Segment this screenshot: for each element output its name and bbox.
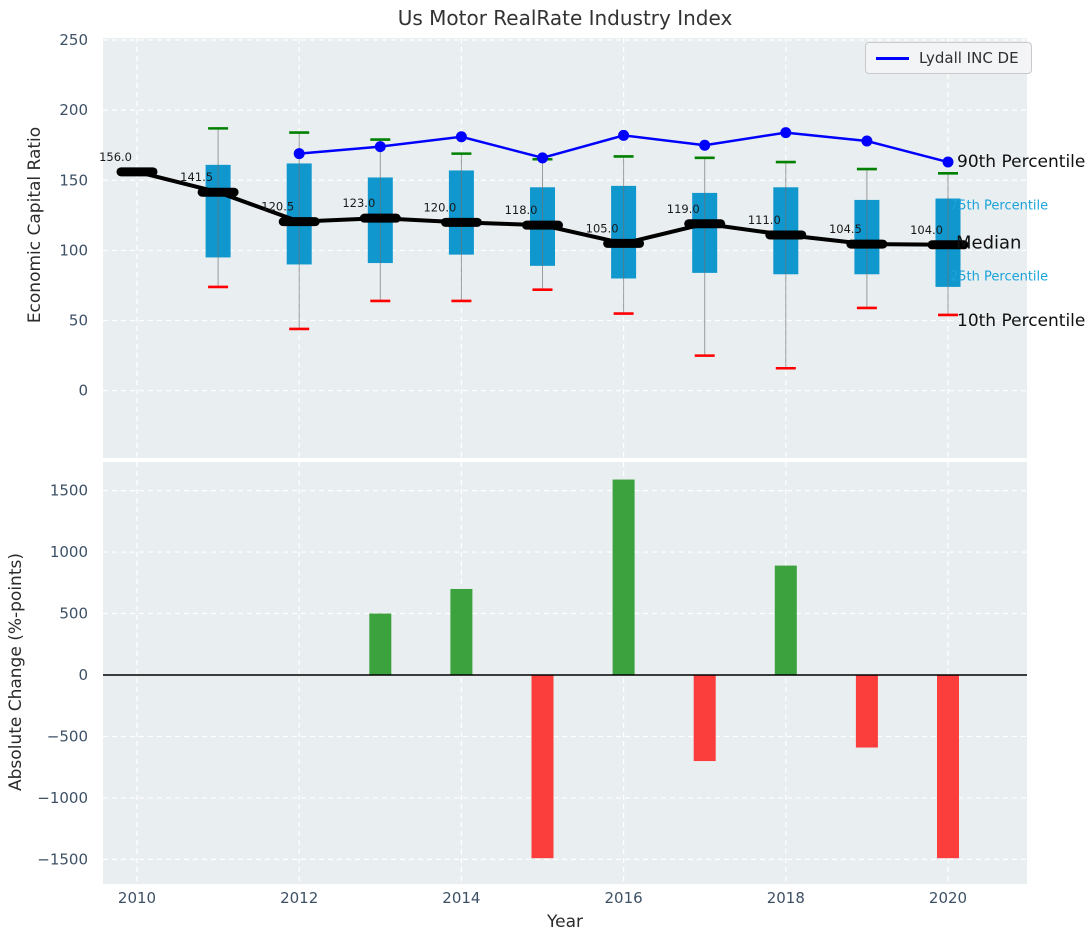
median-value-label-2012: 120.5 (261, 200, 294, 214)
bar-2017 (694, 675, 716, 761)
x-tick-label-2018: 2018 (767, 889, 805, 907)
top-y-tick-label-100: 100 (59, 241, 88, 259)
bar-2019 (856, 675, 878, 748)
company-point-2013 (375, 141, 386, 152)
bar-2013 (369, 614, 391, 675)
figure: 0 50 100 150 200 250 156.0 141.5 120.5 123.0 120.0… (0, 0, 1092, 942)
top-y-tick-label-50: 50 (69, 312, 88, 330)
median-value-label-2013: 123.0 (342, 196, 375, 210)
legend-line-sample (876, 57, 909, 60)
median-value-label-2015: 118.0 (505, 203, 538, 217)
median-value-label-2020: 104.0 (910, 223, 943, 237)
annotation-median: Median (956, 233, 1021, 254)
top-y-tick-label-0: 0 (78, 382, 88, 400)
annotation-90th-percentile: 90th Percentile (957, 152, 1085, 172)
bottom-y-tick-label--500: −500 (47, 727, 88, 745)
bottom-y-tick-label--1000: −1000 (37, 789, 88, 807)
company-point-2019 (861, 136, 872, 147)
company-point-2016 (618, 130, 629, 141)
median-value-label-2010: 156.0 (99, 150, 132, 164)
bottom-y-axis-label: Absolute Change (%-points) (6, 553, 26, 791)
legend: Lydall INC DE (865, 42, 1032, 74)
x-tick-label-2020: 2020 (929, 889, 967, 907)
x-tick-label-2012: 2012 (280, 889, 318, 907)
company-point-2015 (537, 152, 548, 163)
bottom-y-tick-label-500: 500 (59, 605, 88, 623)
bottom-y-tick-label-1500: 1500 (50, 482, 88, 500)
bar-2020 (937, 675, 959, 858)
x-tick-label-2014: 2014 (442, 889, 480, 907)
company-point-2018 (780, 127, 791, 138)
annotation-10th-percentile: 10th Percentile (957, 311, 1085, 331)
top-y-axis-label: Economic Capital Ratio (25, 127, 45, 323)
median-value-label-2016: 105.0 (586, 221, 619, 235)
bar-2015 (532, 675, 554, 858)
chart-title: Us Motor RealRate Industry Index (398, 6, 733, 30)
median-value-label-2014: 120.0 (423, 200, 456, 214)
plot-canvas: 0 50 100 150 200 250 156.0 141.5 120.5 123.0 120.0… (0, 0, 1092, 942)
x-axis-label: Year (547, 912, 583, 932)
top-plot-background (103, 38, 1027, 458)
top-y-tick-label-150: 150 (59, 171, 88, 189)
bottom-y-tick-label-0: 0 (78, 666, 88, 684)
median-value-label-2017: 119.0 (667, 202, 700, 216)
bar-2018 (775, 566, 797, 675)
top-y-tick-label-250: 250 (59, 31, 88, 49)
legend-label: Lydall INC DE (919, 49, 1019, 67)
bottom-y-tick-label-1000: 1000 (50, 543, 88, 561)
annotation-25th-percentile: 25th Percentile (950, 270, 1048, 285)
company-point-2014 (456, 131, 467, 142)
bar-2014 (450, 589, 472, 675)
x-tick-label-2010: 2010 (118, 889, 156, 907)
median-value-label-2019: 104.5 (829, 222, 862, 236)
median-value-label-2011: 141.5 (180, 170, 213, 184)
top-y-tick-label-200: 200 (59, 101, 88, 119)
bar-2016 (613, 480, 635, 675)
bottom-plot-background (103, 462, 1027, 884)
x-tick-label-2016: 2016 (605, 889, 643, 907)
company-point-2017 (699, 140, 710, 151)
annotation-75th-percentile: 75th Percentile (950, 198, 1048, 213)
company-point-2020 (943, 157, 954, 168)
bottom-y-tick-label--1500: −1500 (37, 850, 88, 868)
median-value-label-2018: 111.0 (748, 213, 781, 227)
company-point-2012 (294, 148, 305, 159)
